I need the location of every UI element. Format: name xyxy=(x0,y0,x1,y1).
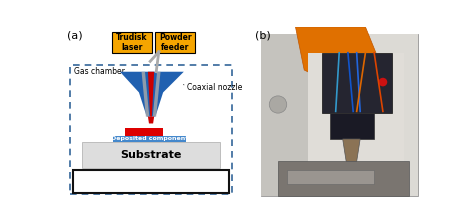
Polygon shape xyxy=(120,72,184,116)
Bar xyxy=(125,128,163,136)
Polygon shape xyxy=(142,72,149,116)
FancyBboxPatch shape xyxy=(112,32,152,53)
Text: (a): (a) xyxy=(66,30,82,40)
Circle shape xyxy=(379,78,387,86)
Text: Deposited components: Deposited components xyxy=(110,136,191,142)
Text: Gas chamber: Gas chamber xyxy=(74,67,125,76)
Bar xyxy=(261,34,310,196)
Text: Substrate: Substrate xyxy=(120,150,182,160)
Polygon shape xyxy=(153,72,161,116)
Text: (b): (b) xyxy=(255,30,271,40)
Polygon shape xyxy=(148,72,154,116)
FancyBboxPatch shape xyxy=(155,32,195,53)
Bar xyxy=(278,162,409,196)
Bar xyxy=(322,53,392,113)
Bar xyxy=(308,53,404,182)
Bar xyxy=(113,136,185,142)
Bar xyxy=(73,170,228,193)
Bar xyxy=(82,142,220,168)
Bar xyxy=(330,113,374,139)
Text: Trudisk
laser: Trudisk laser xyxy=(116,33,148,52)
Polygon shape xyxy=(295,27,383,87)
Text: Powder
feeder: Powder feeder xyxy=(159,33,191,52)
Bar xyxy=(287,170,374,184)
Polygon shape xyxy=(343,139,360,162)
Circle shape xyxy=(269,96,287,113)
Polygon shape xyxy=(148,116,154,123)
Text: Coaxial nozzle: Coaxial nozzle xyxy=(187,83,243,92)
